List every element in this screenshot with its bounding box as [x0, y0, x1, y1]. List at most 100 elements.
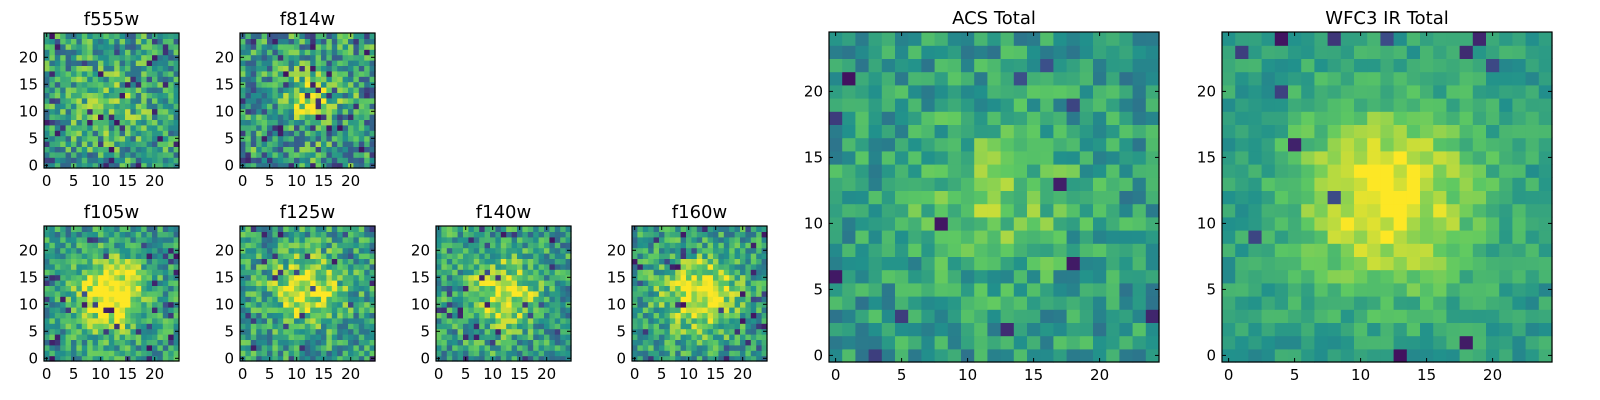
- heatmap-cell: [256, 130, 263, 137]
- heatmap-cell: [1222, 230, 1236, 244]
- heatmap-cell: [729, 296, 736, 303]
- heatmap-cell: [288, 162, 295, 169]
- heatmap-cell: [1420, 348, 1434, 363]
- heatmap-cell: [750, 226, 757, 232]
- heatmap-cell: [114, 33, 121, 39]
- heatmap-cell: [250, 285, 257, 292]
- heatmap-cell: [250, 339, 257, 346]
- heatmap-cell: [1274, 150, 1289, 165]
- heatmap-cell: [92, 226, 99, 232]
- heatmap-cell: [895, 137, 909, 152]
- heatmap-cell: [98, 114, 104, 120]
- heatmap-cell: [1053, 348, 1068, 363]
- heatmap-cell: [987, 111, 1002, 125]
- heatmap-cell: [130, 258, 137, 265]
- heatmap-cell: [538, 274, 545, 281]
- heatmap-cell: [103, 253, 110, 259]
- heatmap-cell: [168, 54, 175, 61]
- heatmap-cell: [522, 269, 529, 276]
- heatmap-cell: [707, 285, 714, 292]
- heatmap-cell: [934, 348, 949, 363]
- heatmap-cell: [283, 301, 290, 308]
- heatmap-cell: [702, 339, 709, 346]
- heatmap-cell: [348, 114, 354, 120]
- heatmap-cell: [829, 243, 843, 257]
- heatmap-cell: [436, 290, 442, 297]
- heatmap-cell: [484, 285, 491, 292]
- heatmap-cell: [245, 317, 252, 324]
- heatmap-cell: [321, 350, 327, 357]
- heatmap-cell: [723, 312, 730, 319]
- heatmap-cell: [436, 339, 442, 346]
- heatmap-cell: [934, 111, 949, 125]
- heatmap-cell: [162, 65, 169, 72]
- heatmap-cell: [267, 124, 273, 131]
- heatmap-cell: [326, 242, 333, 249]
- heatmap-cell: [479, 323, 486, 330]
- heatmap-cell: [1367, 164, 1381, 178]
- heatmap-cell: [441, 274, 448, 281]
- heatmap-cell: [533, 269, 540, 276]
- heatmap-cell: [114, 253, 121, 259]
- heatmap-cell: [1288, 230, 1302, 244]
- heatmap-cell: [294, 157, 300, 164]
- heatmap-cell: [855, 98, 870, 112]
- heatmap-cell: [87, 146, 94, 153]
- heatmap-cell: [642, 344, 649, 351]
- heatmap-cell: [632, 317, 638, 324]
- heatmap-cell: [756, 285, 763, 292]
- heatmap-cell: [549, 344, 556, 351]
- heatmap-cell: [65, 70, 72, 77]
- heatmap-cell: [1093, 32, 1107, 46]
- heatmap-cell: [157, 162, 164, 169]
- heatmap-cell: [92, 151, 99, 158]
- heatmap-cell: [1393, 282, 1408, 297]
- heatmap-cell: [452, 274, 459, 281]
- heatmap-cell: [114, 162, 121, 169]
- heatmap-cell: [506, 253, 513, 259]
- heatmap-cell: [353, 328, 360, 335]
- heatmap-cell: [908, 177, 922, 191]
- heatmap-cell: [98, 285, 104, 292]
- heatmap-cell: [718, 231, 725, 238]
- heatmap-cell: [87, 114, 94, 120]
- heatmap-cell: [468, 334, 475, 340]
- heatmap-cell: [544, 334, 550, 340]
- heatmap-cell: [723, 269, 730, 276]
- heatmap-cell: [554, 344, 561, 351]
- heatmap-cell: [565, 253, 572, 259]
- heatmap-cell: [1235, 150, 1249, 165]
- heatmap-cell: [60, 258, 67, 265]
- heatmap-cell: [934, 190, 949, 205]
- heatmap-cell: [92, 334, 99, 340]
- heatmap-cell: [337, 87, 344, 93]
- heatmap-cell: [60, 280, 67, 286]
- heatmap-cell: [484, 339, 491, 346]
- heatmap-cell: [369, 49, 376, 56]
- heatmap-cell: [761, 242, 768, 249]
- heatmap-cell: [517, 274, 523, 281]
- heatmap-cell: [1525, 164, 1540, 178]
- heatmap-cell: [675, 323, 682, 330]
- heatmap-cell: [108, 247, 115, 254]
- heatmap-cell: [500, 290, 507, 297]
- heatmap-cell: [326, 43, 333, 50]
- heatmap-cell: [637, 312, 644, 319]
- heatmap-cell: [696, 334, 703, 340]
- heatmap-cell: [315, 307, 322, 313]
- heatmap-cell: [1446, 243, 1461, 257]
- heatmap-cell: [310, 226, 317, 232]
- heatmap-cell: [256, 274, 263, 281]
- heatmap-cell: [54, 344, 61, 351]
- heatmap-cell: [103, 226, 110, 232]
- heatmap-cell: [44, 344, 50, 351]
- heatmap-cell: [1235, 322, 1249, 337]
- heatmap-cell: [277, 92, 284, 99]
- heatmap-cell: [675, 226, 682, 232]
- heatmap-cell: [114, 65, 121, 72]
- heatmap-cell: [310, 269, 317, 276]
- heatmap-cell: [364, 157, 371, 164]
- heatmap-cell: [267, 301, 273, 308]
- heatmap-cell: [358, 307, 365, 313]
